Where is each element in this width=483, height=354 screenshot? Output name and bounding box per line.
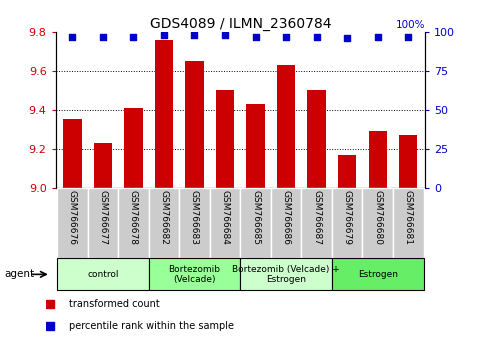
Text: GSM766686: GSM766686 [282, 190, 291, 245]
Point [282, 34, 290, 39]
Point [160, 32, 168, 38]
Point [374, 34, 382, 39]
Bar [362, 188, 393, 258]
Text: GSM766678: GSM766678 [129, 190, 138, 245]
Bar [124, 108, 142, 188]
Bar [87, 188, 118, 258]
Title: GDS4089 / ILMN_2360784: GDS4089 / ILMN_2360784 [150, 17, 331, 31]
Bar [332, 258, 424, 290]
Point [313, 34, 321, 39]
Text: GSM766681: GSM766681 [404, 190, 413, 245]
Bar [155, 40, 173, 188]
Point [404, 34, 412, 39]
Bar [308, 90, 326, 188]
Point [343, 35, 351, 41]
Bar [338, 154, 356, 188]
Point [221, 32, 229, 38]
Text: GSM766685: GSM766685 [251, 190, 260, 245]
Text: percentile rank within the sample: percentile rank within the sample [69, 321, 234, 331]
Bar [399, 135, 417, 188]
Bar [57, 188, 87, 258]
Bar [185, 61, 204, 188]
Bar [57, 258, 149, 290]
Text: control: control [87, 270, 119, 279]
Text: GSM766676: GSM766676 [68, 190, 77, 245]
Text: GSM766683: GSM766683 [190, 190, 199, 245]
Text: agent: agent [5, 269, 35, 279]
Point [191, 32, 199, 38]
Text: GSM766680: GSM766680 [373, 190, 382, 245]
Bar [271, 188, 301, 258]
Point [129, 34, 137, 39]
Point [252, 34, 259, 39]
Text: Bortezomib (Velcade) +
Estrogen: Bortezomib (Velcade) + Estrogen [232, 265, 340, 284]
Bar [369, 131, 387, 188]
Text: Bortezomib
(Velcade): Bortezomib (Velcade) [169, 265, 220, 284]
Text: GSM766677: GSM766677 [99, 190, 107, 245]
Bar [216, 90, 234, 188]
Bar [210, 188, 241, 258]
Bar [332, 188, 362, 258]
Bar [118, 188, 149, 258]
Point [99, 34, 107, 39]
Bar [179, 188, 210, 258]
Text: GSM766684: GSM766684 [221, 190, 229, 245]
Bar [63, 120, 82, 188]
Text: GSM766682: GSM766682 [159, 190, 169, 245]
Text: 100%: 100% [396, 20, 425, 30]
Text: GSM766687: GSM766687 [312, 190, 321, 245]
Bar [149, 258, 241, 290]
Point [69, 34, 76, 39]
Bar [246, 104, 265, 188]
Bar [149, 188, 179, 258]
Text: transformed count: transformed count [69, 299, 159, 309]
Bar [94, 143, 112, 188]
Bar [241, 188, 271, 258]
Bar [393, 188, 424, 258]
Text: Estrogen: Estrogen [358, 270, 398, 279]
Bar [241, 258, 332, 290]
Text: GSM766679: GSM766679 [342, 190, 352, 245]
Bar [301, 188, 332, 258]
Bar [277, 65, 295, 188]
